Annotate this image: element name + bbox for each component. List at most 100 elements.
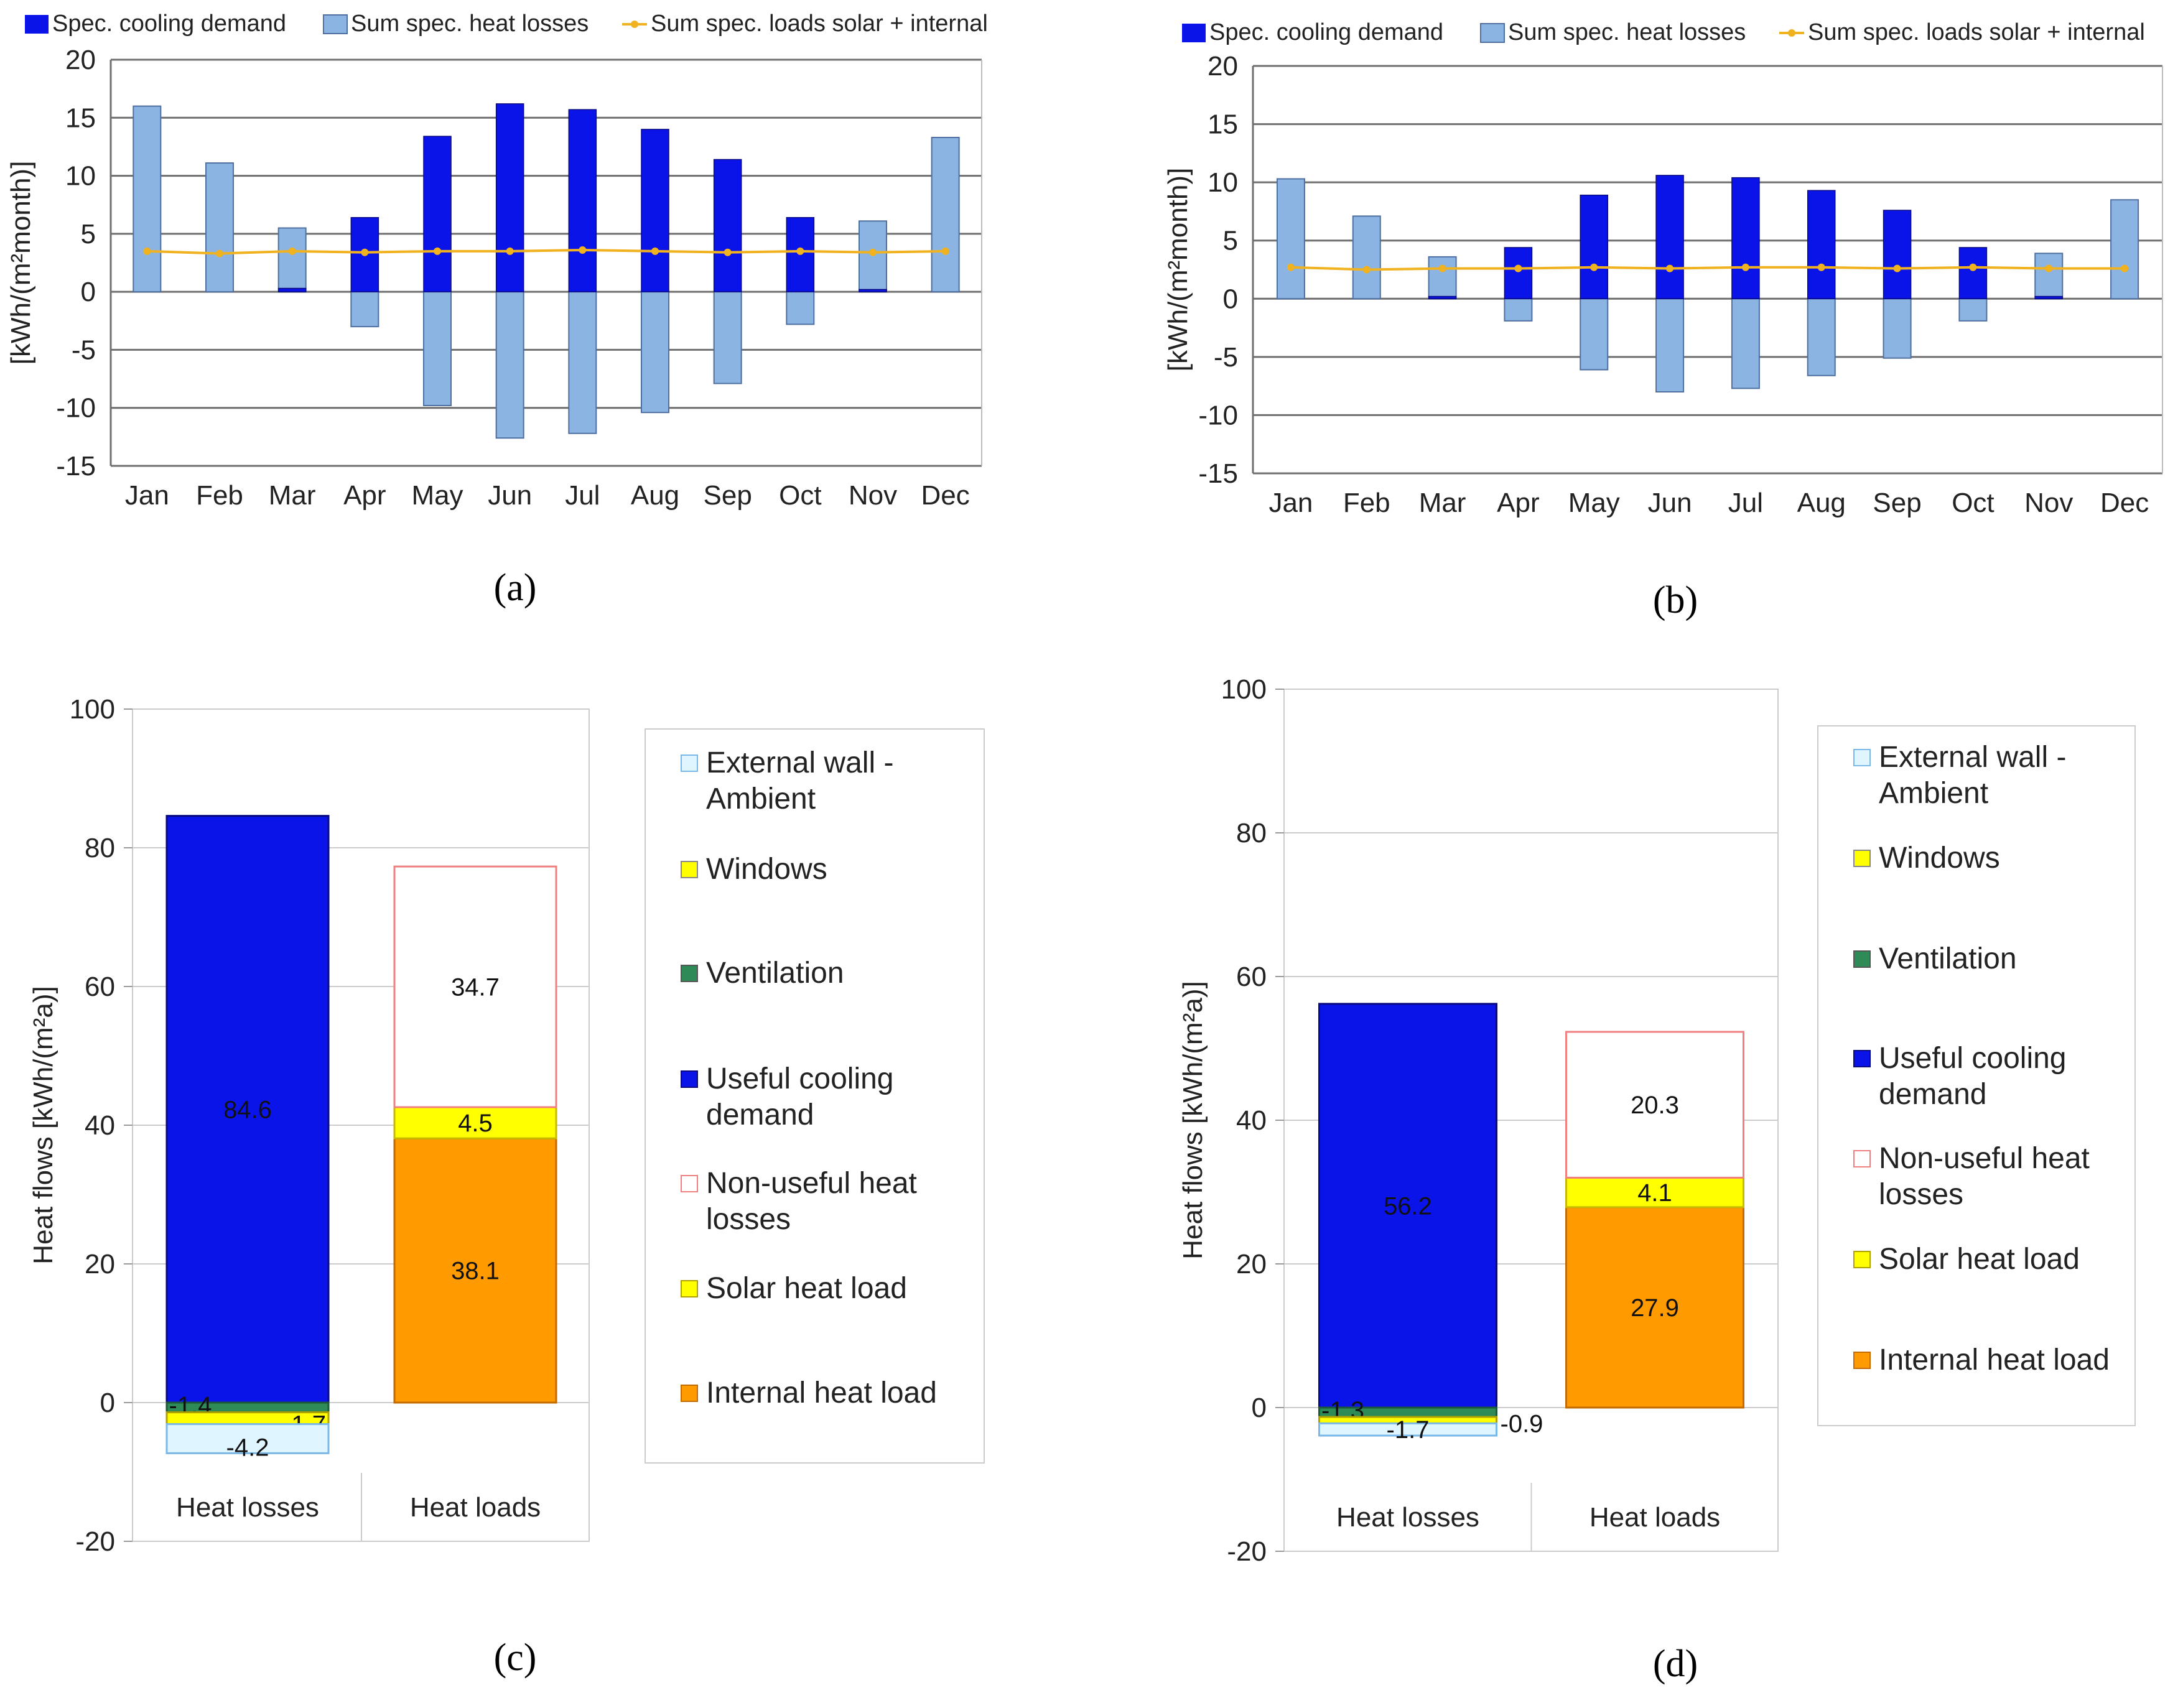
bar-cooling-apr (1504, 247, 1533, 300)
y-tick-label: 20 (85, 1249, 115, 1279)
bar-solar-heat-load (393, 1106, 557, 1139)
y-tick-label: 40 (85, 1110, 115, 1141)
legend-marker-loads (1788, 29, 1795, 37)
bar-heat-losses-jul (1731, 298, 1760, 389)
bar-cooling-may (423, 136, 452, 292)
x-tick-label: May (411, 480, 463, 511)
y-tick-label: 10 (65, 161, 96, 192)
y-axis-label: [kWh/(m²month)] (1163, 168, 1193, 372)
x-tick-label: Sep (704, 480, 752, 511)
legend-label-solar-heat-load: Solar heat load (1879, 1243, 2080, 1276)
x-tick-label: Jun (1648, 488, 1692, 518)
point-loads-jan (1287, 263, 1295, 271)
chart-panel-b: Spec. cooling demand Sum spec. heat losse… (1163, 19, 2163, 621)
y-tick-label: 100 (1221, 674, 1267, 705)
x-tick-label: Oct (1952, 488, 1994, 518)
line-loads-series (147, 248, 946, 255)
data-label: 84.6 (223, 1096, 272, 1123)
bar-useful-cooling-demand (1318, 1003, 1497, 1409)
point-loads-oct (1969, 263, 1977, 271)
x-tick-label: Nov (2024, 488, 2073, 518)
bar-cooling-jun (495, 103, 524, 292)
legend-label-loads: Sum spec. loads solar + internal (651, 11, 988, 37)
bar-internal-heat-load (393, 1137, 557, 1404)
bar-heat-losses-may (423, 291, 452, 406)
legend-swatch-windows (1853, 850, 1871, 867)
data-label: -0.9 (1501, 1410, 1543, 1437)
bar-heat-losses-dec (931, 137, 960, 293)
bar-cooling-aug (1807, 190, 1836, 300)
y-tick-label: 60 (85, 972, 115, 1002)
point-loads-oct (796, 247, 804, 255)
bar-heat-losses-mar (277, 227, 307, 293)
bar-heat-losses-jun (495, 291, 524, 439)
bar-heat-losses-sep (1883, 298, 1912, 359)
legend-label-losses: Sum spec. heat losses (351, 11, 589, 37)
x-tick-label: Dec (921, 480, 970, 511)
data-label: 27.9 (1631, 1294, 1679, 1322)
point-loads-apr (361, 248, 369, 256)
legend-swatch-ventilation (681, 965, 698, 982)
legend-swatch-non-useful-heat-losses (681, 1175, 698, 1192)
data-label: 34.7 (451, 974, 500, 1001)
data-label: -1.7 (1387, 1416, 1430, 1444)
y-tick-label: -20 (1227, 1536, 1267, 1567)
legend-label-internal-heat-load: Internal heat load (706, 1376, 937, 1409)
y-tick-label: 20 (65, 45, 96, 75)
legend-swatch-solar-heat-load (1853, 1251, 1871, 1268)
bar-external-wall-ambient (1318, 1422, 1497, 1437)
panel-label: (d) (1653, 1643, 1698, 1685)
legend-box (645, 728, 985, 1464)
x-tick-label: Heat loads (410, 1492, 541, 1523)
x-tick-label: Aug (1797, 488, 1846, 518)
y-tick-label: -20 (75, 1526, 115, 1557)
bar-internal-heat-load (1565, 1206, 1744, 1409)
point-loads-feb (216, 249, 223, 258)
x-tick-label: Nov (849, 480, 897, 511)
bar-heat-losses-aug (1807, 298, 1836, 376)
legend-label-cooling: Spec. cooling demand (52, 11, 286, 37)
legend-swatch-solar-heat-load (681, 1280, 698, 1297)
y-tick-label: 0 (1223, 284, 1238, 314)
legend-label-external-wall-ambient: External wall -Ambient (1879, 741, 2066, 810)
bar-heat-losses-jan (1276, 178, 1305, 300)
point-loads-sep (1893, 264, 1901, 272)
x-tick-label: Jan (1268, 488, 1313, 518)
data-label: 56.2 (1384, 1192, 1432, 1220)
bar-heat-losses-dec (2110, 199, 2139, 300)
bar-cooling-mar (277, 287, 307, 292)
bar-heat-losses-jun (1655, 298, 1685, 392)
panel-label: (a) (494, 567, 537, 609)
y-tick-label: 20 (1208, 51, 1238, 81)
bar-cooling-jun (1655, 175, 1684, 300)
legend-label-useful-cooling-demand: Useful cooling demand (706, 1062, 894, 1131)
point-loads-may (434, 247, 441, 255)
x-tick-label: Apr (343, 480, 386, 511)
x-tick-label: Jun (488, 480, 532, 511)
legend-label-non-useful-heat-losses: Non-useful heat losses (1879, 1142, 2090, 1211)
point-loads-dec (2121, 264, 2129, 272)
legend-label-non-useful-heat-losses: Non-useful heat losses (706, 1167, 917, 1236)
bar-heat-losses-oct (1958, 298, 1988, 322)
y-tick-label: 20 (1236, 1249, 1267, 1279)
legend-label-windows: Windows (706, 853, 827, 886)
point-loads-jul (579, 246, 587, 254)
legend-swatch-losses (323, 14, 348, 34)
y-tick-label: 0 (81, 277, 96, 307)
legend-swatch-losses (1480, 23, 1505, 43)
y-axis-label: Heat flows [kWh/(m²a)] (1178, 981, 1208, 1259)
y-tick-label: 80 (85, 833, 115, 863)
y-tick-label: 0 (1252, 1393, 1267, 1423)
legend-swatch-internal-heat-load (681, 1385, 698, 1402)
legend-label-external-wall-ambient: External wall -Ambient (706, 746, 893, 815)
point-loads-jun (506, 247, 514, 255)
y-tick-label: -15 (56, 451, 96, 481)
legend-label-ventilation: Ventilation (706, 957, 844, 990)
point-loads-mar (1438, 264, 1446, 272)
bar-cooling-oct (1958, 247, 1988, 300)
point-loads-nov (869, 248, 877, 256)
chart-panel-a: Spec. cooling demand Sum spec. heat losse… (6, 11, 988, 609)
legend-label-losses: Sum spec. heat losses (1508, 19, 1746, 45)
bar-cooling-jul (568, 109, 597, 292)
